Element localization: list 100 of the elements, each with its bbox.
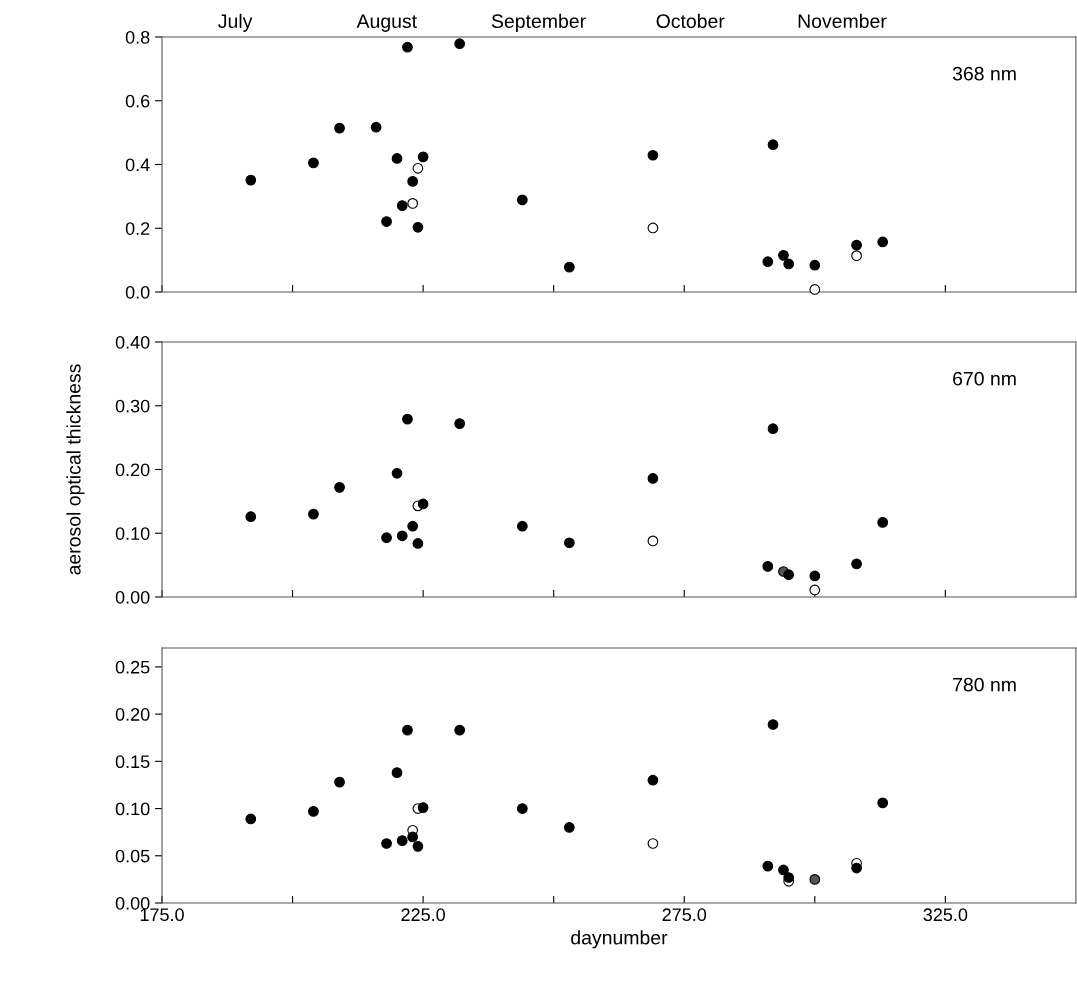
point	[334, 481, 345, 493]
point	[454, 724, 466, 736]
point	[407, 176, 419, 187]
point	[647, 149, 659, 161]
point	[809, 284, 821, 295]
point	[762, 256, 774, 268]
x-tick-label: 175.0	[140, 908, 184, 922]
y-tick-label: 0.6	[125, 94, 150, 108]
point	[417, 498, 429, 510]
text: August	[356, 14, 417, 32]
point	[516, 194, 528, 206]
point	[516, 520, 528, 532]
point	[381, 532, 392, 544]
point	[851, 250, 862, 262]
point	[396, 835, 408, 847]
point	[407, 520, 419, 532]
point	[396, 200, 408, 211]
text: November	[798, 13, 887, 29]
point	[334, 776, 345, 788]
point	[783, 872, 795, 883]
annotation: 780 nm	[953, 677, 1016, 692]
point	[783, 569, 795, 581]
point	[851, 239, 862, 251]
point	[877, 797, 889, 809]
point	[563, 822, 575, 833]
y-tick-label: 0.20	[115, 708, 150, 721]
annotation: 670 nm	[953, 371, 1016, 386]
y-tick-label: 0.4	[125, 158, 150, 172]
point	[334, 122, 345, 134]
y-tick-label: 0.30	[115, 399, 150, 413]
point	[370, 121, 382, 133]
point	[809, 570, 821, 582]
point	[809, 874, 821, 885]
y-tick-label: 0.8	[125, 30, 150, 44]
y-tick-label: 0.15	[115, 755, 150, 769]
text: October	[656, 13, 725, 29]
point	[407, 831, 419, 843]
point	[783, 258, 795, 270]
annotation: 368 nm	[952, 66, 1016, 81]
point	[877, 236, 889, 248]
point	[412, 840, 424, 852]
text: September	[491, 13, 586, 32]
y-tick-label: 0.00	[115, 896, 150, 910]
y-tick-label: 0.40	[115, 335, 150, 349]
y-tick-label: 0.05	[115, 849, 150, 863]
point	[391, 767, 403, 779]
point	[412, 221, 424, 233]
point	[767, 423, 779, 435]
x-axis-title: daynumber	[571, 930, 668, 949]
point	[647, 535, 659, 547]
point	[516, 803, 528, 814]
x-tick-label: 275.0	[662, 908, 707, 922]
point	[396, 530, 408, 542]
point	[563, 537, 575, 549]
point	[412, 538, 424, 549]
point	[647, 838, 659, 849]
point	[762, 860, 774, 872]
point	[245, 174, 257, 186]
y-axis-title: aerosol optical thickness	[66, 364, 85, 575]
point	[851, 558, 862, 570]
point	[454, 38, 466, 50]
point	[767, 139, 779, 151]
point	[647, 222, 659, 234]
x-tick-label: 325.0	[923, 908, 968, 922]
point	[391, 153, 403, 164]
point	[245, 511, 257, 523]
point	[778, 864, 789, 876]
point	[809, 584, 821, 596]
point	[412, 162, 424, 174]
point	[767, 719, 779, 730]
point	[762, 561, 774, 572]
point	[563, 261, 575, 273]
point	[402, 724, 413, 736]
point	[308, 157, 319, 169]
y-tick-label: 0.10	[115, 527, 150, 540]
point	[851, 862, 862, 874]
point	[778, 249, 789, 261]
y-tick-label: 0.20	[115, 463, 150, 477]
point	[402, 413, 413, 425]
point	[308, 806, 319, 817]
x-tick-label: 225.0	[401, 908, 446, 922]
y-tick-label: 0.0	[125, 285, 150, 299]
point	[877, 517, 889, 528]
point	[647, 473, 659, 484]
point	[245, 813, 257, 825]
point	[647, 774, 659, 786]
point	[809, 259, 821, 271]
point	[454, 418, 466, 429]
point	[381, 838, 392, 849]
y-tick-label: 0.2	[125, 222, 150, 235]
point	[402, 41, 413, 53]
point	[417, 802, 429, 813]
point	[381, 216, 392, 227]
point	[407, 198, 419, 209]
y-tick-label: 0.25	[115, 660, 150, 674]
point	[417, 151, 429, 163]
y-tick-label: 0.00	[115, 590, 150, 604]
point	[308, 508, 319, 520]
point	[391, 467, 403, 479]
y-tick-label: 0.10	[115, 802, 150, 816]
